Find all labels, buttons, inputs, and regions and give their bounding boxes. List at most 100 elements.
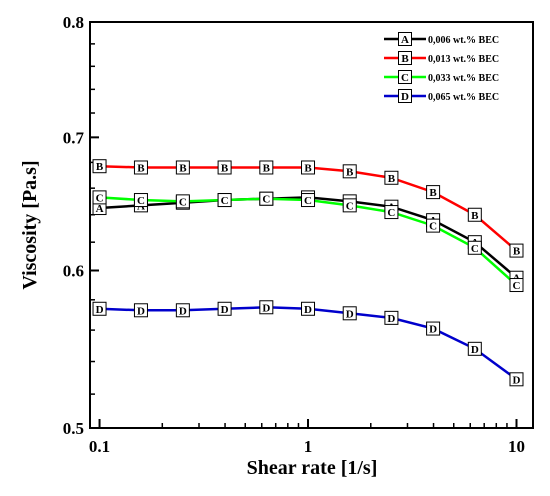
data-point [92,159,107,174]
y-tick-label: 0.5 [63,419,84,438]
legend-marker-label: A [401,34,409,46]
data-point-label: D [429,324,437,336]
legend-item: C 0,033 wt.% BEC [384,70,499,84]
data-point [259,191,274,206]
data-point-label: B [429,187,437,199]
data-point-label: A [96,203,104,215]
y-tick-label: 0.7 [63,128,85,147]
data-point [467,207,482,222]
data-point-label: B [513,246,521,258]
legend-marker [398,70,412,84]
series-D: D D D D D D D D D D D [92,300,524,387]
legend-label: 0,013 wt.% BEC [428,54,499,65]
series-line [99,196,518,286]
legend: A 0,006 wt.% BEC B 0,013 wt.% BEC C 0,033 wt.… [384,32,499,103]
data-point-label: C [471,243,479,255]
data-point-label: D [387,313,395,325]
data-point [301,301,316,316]
data-point [217,193,232,208]
data-point-label: D [262,302,270,314]
y-tick-label: 0.8 [63,13,84,32]
data-point-label: C [346,200,354,212]
data-point-label: C [429,221,437,233]
data-point-label: B [388,173,396,185]
data-point [301,193,316,208]
legend-marker-label: D [401,91,409,103]
x-tick-label: 10 [508,437,525,456]
data-point-label: D [221,304,229,316]
data-point-label: C [262,194,270,206]
data-point-label: C [179,196,187,208]
legend-item: D 0,065 wt.% BEC [384,89,499,103]
data-point [426,321,441,336]
data-point [467,341,482,356]
data-point [301,160,316,175]
series-line [99,306,518,381]
data-point-label: D [96,304,104,316]
data-point-label: D [304,304,312,316]
legend-label: 0,065 wt.% BEC [428,92,499,103]
data-point [259,300,274,315]
plot-frame [89,21,534,429]
legend-marker [398,32,412,46]
data-point-label: D [346,308,354,320]
data-point-label: B [346,166,354,178]
series-B: B B B B B B B B B B B [92,159,524,258]
y-tick-label: 0.6 [63,262,84,281]
legend-label: 0,006 wt.% BEC [428,35,499,46]
legend-marker-label: B [401,53,409,65]
data-point [133,160,148,175]
data-point [217,160,232,175]
data-point [342,198,357,213]
y-axis-label: Viscosity [Pa.s] [19,160,41,289]
data-point [509,243,524,258]
data-point-label: B [304,162,312,174]
data-point [259,160,274,175]
data-point-label: B [96,161,104,173]
data-point-label: C [387,207,395,219]
data-point [342,306,357,321]
x-axis-label: Shear rate [1/s] [247,457,378,479]
data-point-label: B [137,162,145,174]
data-point-label: C [137,195,145,207]
data-point [426,218,441,233]
data-point-label: D [471,344,479,356]
data-point [217,301,232,316]
legend-label: 0,033 wt.% BEC [428,73,499,84]
data-point [92,190,107,205]
data-point [426,185,441,200]
data-point-label: C [221,195,229,207]
x-tick-label: 1 [304,437,313,456]
data-point-label: C [96,192,104,204]
data-point [92,301,107,316]
data-point [509,372,524,387]
data-point [509,278,524,293]
data-point-label: D [513,374,521,386]
data-point-label: B [221,162,229,174]
data-point [133,303,148,318]
x-tick-label: 0.1 [89,437,110,456]
legend-item: A 0,006 wt.% BEC [384,32,499,46]
legend-marker [398,89,412,103]
data-point [175,303,190,318]
series-layer: AAAAAAAAAAABBBBBBBBBBBCCCCCCCCCCCDDDDDDD… [92,159,524,387]
data-point-label: D [137,305,145,317]
data-point [342,164,357,179]
data-point-label: C [513,280,521,292]
series-C: C C C C C C C C C C C [92,190,524,293]
legend-item: B 0,013 wt.% BEC [384,51,499,65]
legend-marker-label: C [401,72,409,84]
data-point [175,160,190,175]
data-point [384,170,399,185]
data-point-label: B [179,162,187,174]
data-point [175,194,190,209]
data-point-label: B [263,162,271,174]
data-point [467,240,482,255]
data-point-label: D [179,305,187,317]
data-point-label: B [471,210,479,222]
data-point [133,193,148,208]
data-point [384,205,399,220]
data-point-label: C [304,195,312,207]
data-point [384,310,399,325]
